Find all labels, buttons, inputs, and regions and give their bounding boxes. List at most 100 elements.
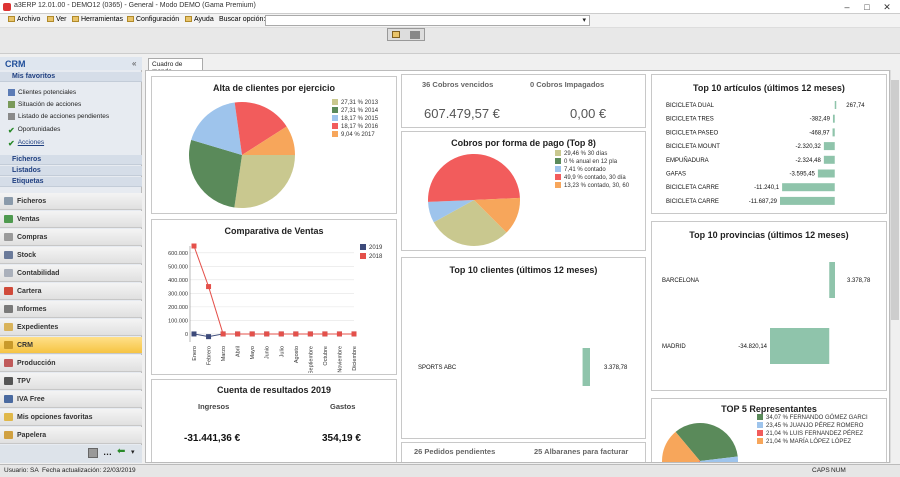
- bar-chart-provincias: BARCELONA 3.378,78 MADRID -34.820,14: [662, 262, 871, 364]
- module-ventas[interactable]: Ventas: [0, 211, 142, 228]
- module-cartera[interactable]: Cartera: [0, 283, 142, 300]
- checkmark-icon: ✔: [8, 126, 15, 135]
- iva-icon: [4, 395, 13, 403]
- y-tick-label: 300.000: [168, 291, 188, 297]
- section-ficheros[interactable]: Ficheros: [0, 155, 142, 165]
- fav-item-clientes[interactable]: Clientes potenciales: [8, 89, 76, 96]
- module-iva-free[interactable]: IVA Free: [0, 391, 142, 408]
- menu-ver[interactable]: Ver: [47, 16, 67, 23]
- series-line: [193, 245, 354, 335]
- pedidos-pendientes: 26 Pedidos pendientes: [414, 447, 496, 456]
- legend-representantes: 34,07 % FERNANDO GÓMEZ GARCI 23,45 % JUA…: [757, 414, 868, 446]
- menu-ayuda[interactable]: Ayuda: [185, 16, 214, 23]
- search-option-input[interactable]: ▾: [265, 15, 590, 26]
- data-point: [278, 331, 284, 337]
- maximize-icon[interactable]: □: [864, 2, 870, 12]
- x-tick-label: Enero: [192, 346, 198, 361]
- cobros-vencidos-label: 36 Cobros vencidos: [422, 80, 494, 89]
- config-icon[interactable]: [88, 448, 98, 458]
- legend-swatch: [360, 244, 366, 250]
- module-label: Stock: [17, 252, 37, 259]
- line-chart-ventas: 600.000 500.000 400.000 300.000 200.000 100.0…: [168, 243, 383, 373]
- ficheros-icon: [4, 197, 13, 205]
- fav-item-listado[interactable]: Listado de acciones pendientes: [8, 113, 109, 120]
- pie-alta-clientes: [189, 102, 295, 208]
- bar-label: BICICLETA MOUNT: [666, 144, 720, 150]
- data-point: [249, 331, 255, 337]
- module-ficheros[interactable]: Ficheros: [0, 193, 142, 210]
- panel-cobros: 36 Cobros vencidos 0 Cobros Impagados 60…: [401, 74, 646, 128]
- fav-item-situacion[interactable]: Situación de acciones: [8, 101, 81, 108]
- module-stock[interactable]: Stock: [0, 247, 142, 264]
- bar-value: 3.378,78: [847, 278, 871, 284]
- module-favoritas[interactable]: Mis opciones favoritas: [0, 409, 142, 426]
- legend-item: 21,04 % LUIS FERNANDEZ PÉREZ: [757, 430, 868, 438]
- tpv-icon: [4, 377, 13, 385]
- pie-slice: [700, 456, 738, 462]
- arrow-left-icon[interactable]: ⬅: [117, 446, 126, 457]
- swatch: [555, 158, 561, 165]
- report-icon: [8, 101, 15, 108]
- module-label: Contabilidad: [17, 270, 60, 277]
- swatch: [757, 414, 763, 421]
- legend-item: 27,31 % 2014: [332, 107, 378, 115]
- tab-cuadro-de-mando[interactable]: Cuadro de mando: [148, 58, 203, 75]
- menu-configuracion[interactable]: Configuración: [127, 16, 179, 23]
- panel-pedidos: 26 Pedidos pendientes 25 Albaranes para …: [401, 442, 646, 462]
- bar: [780, 196, 835, 205]
- collapse-icon[interactable]: «: [132, 59, 137, 68]
- favorites-header[interactable]: Mis favoritos: [0, 72, 142, 82]
- module-informes[interactable]: Informes: [0, 301, 142, 318]
- toolbar-home-button[interactable]: [387, 28, 425, 41]
- close-icon[interactable]: ✕: [883, 2, 891, 12]
- data-point: [206, 284, 212, 290]
- legend-text: 7,41 % contado: [564, 167, 606, 173]
- gastos-label: Gastos: [330, 402, 356, 411]
- module-label: CRM: [17, 342, 33, 349]
- module-produccion[interactable]: Producción: [0, 355, 142, 372]
- folder-icon: [8, 16, 15, 23]
- fav-item-acciones[interactable]: ✔ Acciones: [8, 139, 44, 148]
- module-label: Papelera: [17, 432, 47, 439]
- status-caps: CAPS: [812, 467, 830, 474]
- data-point: [293, 331, 299, 337]
- bar-label: BICICLETA CARRE: [666, 199, 719, 205]
- module-compras[interactable]: Compras: [0, 229, 142, 246]
- legend-item: 0 % anual en 12 pla: [555, 158, 629, 166]
- minimize-icon[interactable]: –: [844, 2, 850, 12]
- bar-label: BICICLETA TRES: [666, 117, 714, 123]
- module-tpv[interactable]: TPV: [0, 373, 142, 390]
- x-tick-label: Abril: [236, 346, 242, 357]
- dashboard: Alta de clientes por ejercicio 27,31 % 2…: [145, 70, 890, 463]
- pie-slice: [697, 461, 701, 462]
- contacts-icon: [8, 89, 15, 96]
- section-listados[interactable]: Listados: [0, 166, 142, 176]
- module-expedientes[interactable]: Expedientes: [0, 319, 142, 336]
- data-point: [307, 331, 313, 337]
- data-point: [235, 331, 241, 337]
- fav-item-oportunidades[interactable]: ✔ Oportunidades: [8, 126, 60, 135]
- section-etiquetas[interactable]: Etiquetas: [0, 177, 142, 187]
- module-crm[interactable]: CRM: [0, 337, 142, 354]
- module-papelera[interactable]: Papelera: [0, 427, 142, 444]
- menu-herramientas[interactable]: Herramientas: [72, 16, 123, 23]
- chevron-down-icon[interactable]: ▾: [582, 17, 586, 24]
- bar: [782, 183, 835, 192]
- menu-archivo[interactable]: Archivo: [8, 16, 40, 23]
- data-point: [322, 331, 328, 337]
- chevron-down-icon[interactable]: ▾: [131, 449, 135, 456]
- module-contabilidad[interactable]: Contabilidad: [0, 265, 142, 282]
- panel-cobros-forma-pago: Cobros por forma de pago (Top 8) 29,46 %…: [401, 131, 646, 251]
- chart-title: Cuenta de resultados 2019: [216, 385, 332, 395]
- x-tick-label: Diciembre: [352, 346, 358, 371]
- ingresos-value: -31.441,36 €: [184, 433, 241, 444]
- window-title: a3ERP 12.01.00 - DEMO12 (0365) - General…: [14, 2, 256, 9]
- folder-icon: [47, 16, 54, 23]
- x-tick-label: Septiembre: [308, 346, 314, 373]
- swatch: [332, 131, 338, 138]
- data-point: [264, 331, 270, 337]
- scrollbar-thumb[interactable]: [891, 80, 899, 320]
- bar: [832, 128, 835, 137]
- more-icon[interactable]: …: [103, 447, 112, 457]
- legend-text: 29,46 % 30 días: [564, 151, 608, 157]
